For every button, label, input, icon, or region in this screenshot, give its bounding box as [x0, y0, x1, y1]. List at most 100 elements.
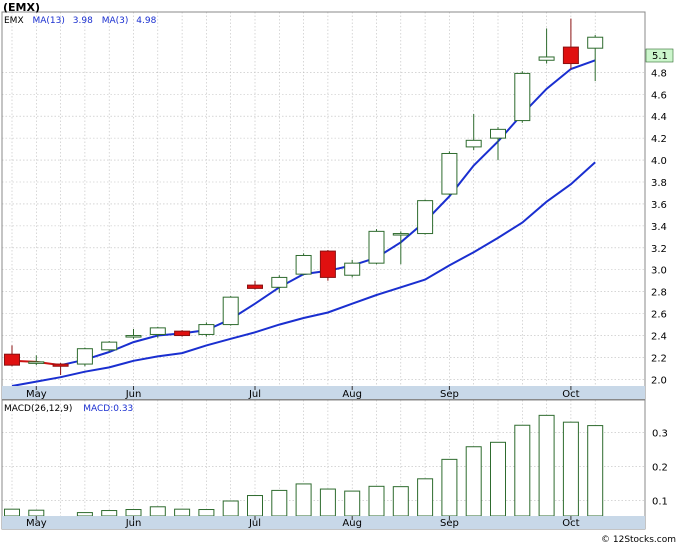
candle: [149, 326, 166, 338]
macd-bar: [198, 509, 215, 517]
candle-body: [247, 284, 263, 289]
candle: [441, 151, 458, 196]
price-y-tick-label: 3.4: [651, 222, 667, 233]
price-panel: (EMX) EMX MA(13) 3.98 MA(3) 4.98 2.0 2.2 2…: [1, 1, 674, 400]
candle: [4, 345, 20, 367]
macd-bar: [4, 508, 20, 517]
macd-legend-value: MACD:0.33: [83, 404, 133, 414]
macd-x-axis-strip: [2, 516, 645, 529]
candle: [271, 275, 288, 293]
candle-body: [76, 348, 93, 365]
candle-body: [441, 152, 458, 195]
candle: [344, 259, 361, 278]
macd-y-tick-label: 0.3: [652, 428, 668, 439]
macd-bar: [76, 512, 93, 517]
macd-x-axis: May Jun Jul Aug Sep Oct: [2, 516, 645, 529]
macd-grid: [2, 400, 645, 516]
price-y-tick-label: 4.2: [651, 134, 667, 145]
candle: [28, 355, 45, 366]
legend-ticker: EMX: [4, 16, 24, 26]
macd-bar: [101, 510, 118, 517]
candle-body: [319, 250, 336, 278]
macd-bar: [344, 490, 361, 517]
price-y-tick-label: 4.8: [651, 68, 667, 79]
candle: [514, 71, 531, 123]
price-y-tick-label: 3.2: [651, 244, 667, 255]
price-y-axis: 2.0 2.2 2.4 2.6 2.8 3.0 3.2 3.4 3.6 3.8 4.0 4.2 4.4 4…: [651, 68, 667, 386]
candle-body: [538, 56, 555, 61]
macd-bar: [295, 483, 312, 517]
candle: [368, 229, 385, 265]
legend-ma13-value: 3.98: [73, 16, 93, 26]
macd-y-tick-label: 0.1: [652, 497, 668, 508]
macd-bar: [368, 485, 385, 517]
candle-body: [149, 327, 166, 335]
macd-bar: [490, 441, 506, 517]
candle: [101, 341, 118, 352]
price-y-tick-label: 4.6: [651, 90, 667, 101]
price-y-tick-label: 3.6: [651, 200, 667, 211]
candle-body: [101, 341, 118, 351]
price-y-tick-label: 2.8: [651, 288, 667, 299]
macd-x-tick-label: Sep: [440, 518, 459, 529]
macd-bar: [125, 509, 142, 517]
price-y-tick-label: 2.6: [651, 310, 667, 321]
price-y-tick-label: 3.8: [651, 178, 667, 189]
candle-body: [392, 233, 409, 236]
price-x-tick-label: May: [26, 389, 47, 400]
candle-body: [52, 363, 69, 367]
macd-bar: [538, 414, 555, 517]
candle-body: [344, 262, 361, 276]
candle: [247, 280, 263, 290]
candle-body: [271, 276, 288, 288]
macd-bar: [562, 421, 579, 517]
candle-body: [465, 139, 482, 148]
candle: [295, 253, 312, 276]
candle-body: [222, 296, 239, 326]
price-y-tick-label: 2.0: [651, 375, 667, 386]
price-y-tick-label: 2.4: [651, 332, 667, 343]
candle: [465, 114, 482, 151]
macd-x-tick-label: May: [26, 518, 47, 529]
price-y-tick-label: 4.4: [651, 112, 667, 123]
legend-ma13-label: MA(13): [33, 16, 65, 26]
candle: [392, 231, 409, 265]
candle-body: [587, 36, 604, 49]
candle-body: [295, 254, 312, 275]
legend-ma3-value: 4.98: [136, 16, 156, 26]
candle: [587, 35, 604, 82]
macd-x-tick-label: Jul: [248, 518, 261, 529]
candle: [198, 322, 215, 337]
candle: [562, 18, 579, 70]
macd-bar: [222, 500, 239, 517]
candle: [174, 330, 191, 337]
legend-ma3-label: MA(3): [102, 16, 129, 26]
macd-x-tick-label: Jun: [125, 518, 142, 529]
macd-bar: [149, 506, 166, 517]
candle: [319, 250, 336, 281]
macd-bar: [514, 424, 531, 517]
macd-bar: [417, 478, 434, 517]
macd-bar: [28, 509, 45, 517]
macd-bar: [271, 489, 288, 517]
price-y-tick-label: 2.2: [651, 353, 667, 364]
price-series: [4, 18, 604, 387]
macd-legend: MACD(26,12,9) MACD:0.33: [4, 404, 133, 414]
candle: [222, 296, 239, 326]
price-x-tick-label: Jul: [248, 389, 261, 400]
candle-body: [198, 324, 215, 335]
macd-bar: [465, 446, 482, 517]
chart-title: (EMX): [3, 1, 40, 14]
price-y-tick-label: 4.0: [651, 156, 667, 167]
candle-body: [4, 353, 20, 366]
macd-bar: [174, 508, 191, 517]
macd-bar: [247, 495, 263, 517]
candle: [52, 362, 69, 376]
price-x-tick-label: Sep: [440, 389, 459, 400]
macd-bar: [587, 425, 604, 517]
candle-body: [417, 200, 434, 235]
macd-x-tick-label: Oct: [562, 518, 579, 529]
macd-x-tick-label: Aug: [342, 518, 362, 529]
candle-body: [174, 330, 191, 337]
